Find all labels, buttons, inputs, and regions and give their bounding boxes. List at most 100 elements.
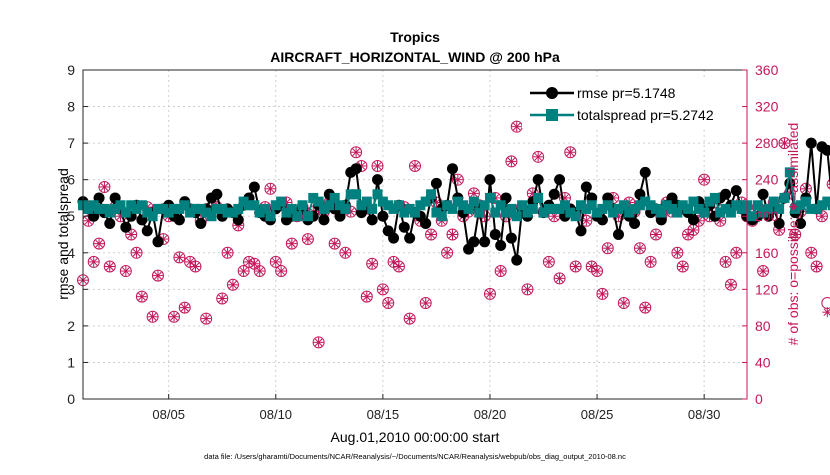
obs-assimilated-marker [522,284,532,294]
x-tick-label: 08/05 [152,407,185,422]
obs-assimilated-marker [330,239,340,249]
rmse-point [372,174,383,185]
obs-assimilated-marker [485,289,495,299]
x-tick-label: 08/20 [474,407,507,422]
legend-label-totalspread: totalspread pr=5.2742 [577,107,714,123]
y-tick-label-right: 360 [755,62,779,78]
data-file-footer: data file: /Users/gharamti/Documents/NCA… [204,452,626,461]
obs-assimilated-marker [533,152,543,162]
rmse-point [120,222,131,233]
obs-assimilated-marker [721,257,731,267]
obs-assimilated-marker [351,147,361,157]
y-tick-label-right: 40 [755,354,771,370]
obs-assimilated-marker [174,252,184,262]
rmse-point [581,181,592,192]
obs-assimilated-marker [426,230,436,240]
y-tick-label-right: 80 [755,318,771,334]
totalspread-point [303,211,313,221]
obs-assimilated-marker [421,298,431,308]
obs-assimilated-marker [148,312,158,322]
y-tick-label-right: 320 [755,99,779,115]
obs-assimilated-marker [223,248,233,258]
y-tick-label-right: 240 [755,172,779,188]
rmse-point [318,214,329,225]
y-tick-label: 1 [67,354,75,370]
y-tick-label: 7 [67,135,75,151]
obs-assimilated-marker [405,314,415,324]
totalspread-point [485,193,495,203]
obs-assimilated-marker [587,261,597,271]
rmse-point [688,214,699,225]
rmse-point [351,163,362,174]
obs-assimilated-marker [603,243,613,253]
obs-assimilated-marker [619,298,629,308]
obs-assimilated-marker [89,257,99,267]
rmse-point [249,181,260,192]
obs-assimilated-marker [496,266,506,276]
obs-assimilated-marker [512,122,522,132]
obs-assimilated-marker [362,292,372,302]
rmse-point [533,174,544,185]
totalspread-point [437,211,447,221]
totalspread-point [710,193,720,203]
x-tick-label: 08/15 [367,407,400,422]
obs-assimilated-marker [635,243,645,253]
obs-assimilated-marker [180,303,190,313]
y-tick-label-right: 0 [755,391,763,407]
obs-assimilated-marker [239,266,249,276]
obs-assimilated-marker [303,234,313,244]
obs-assimilated-marker [678,261,688,271]
obs-assimilated-marker [99,182,109,192]
y-tick-label-right: 280 [755,135,779,151]
obs-assimilated-marker [373,161,383,171]
obs-assimilated-marker [544,257,554,267]
totalspread-point [699,208,709,218]
rmse-point [640,167,651,178]
y-tick-label: 8 [67,99,75,115]
obs-assimilated-marker [201,314,211,324]
x-axis-label: Aug.01,2010 00:00:00 start [331,429,500,445]
obs-assimilated-marker [228,280,238,290]
obs-assimilated-marker [758,266,768,276]
rmse-point [731,185,742,196]
rmse-point [447,163,458,174]
rmse-point [720,189,731,200]
obs-assimilated-marker [121,266,131,276]
obs-assimilated-marker [383,298,393,308]
chart-subtitle: AIRCRAFT_HORIZONTAL_WIND @ 200 hPa [270,49,560,65]
rmse-point [211,189,222,200]
legend-marker-rmse [546,87,558,99]
obs-assimilated-marker [565,147,575,157]
obs-assimilated-marker [255,266,265,276]
rmse-point [468,236,479,247]
obs-assimilated-marker [314,337,324,347]
rmse-point [195,218,206,229]
rmse-point [490,229,501,240]
obs-assimilated-marker [389,257,399,267]
totalspread-point [292,211,302,221]
totalspread-point [276,197,286,207]
totalspread-point [469,197,479,207]
totalspread-point [265,211,275,221]
totalspread-point [426,189,436,199]
obs-assimilated-marker [592,266,602,276]
y-tick-label-right: 120 [755,281,779,297]
obs-assimilated-marker [506,156,516,166]
rmse-point [388,233,399,244]
obs-assimilated-marker [185,257,195,267]
obs-assimilated-marker [571,261,581,271]
obs-assimilated-marker [367,259,377,269]
rmse-point [104,218,115,229]
obs-assimilated-marker [683,230,693,240]
rmse-point [399,222,410,233]
rmse-point [367,214,378,225]
rmse-point [431,178,442,189]
rmse-point [174,214,185,225]
obs-assimilated-marker [806,248,816,258]
x-tick-label: 08/30 [688,407,721,422]
obs-assimilated-marker [169,312,179,322]
rmse-point [484,174,495,185]
rmse-point [152,236,163,247]
obs-assimilated-marker [265,184,275,194]
y-tick-label-right: 200 [755,208,779,224]
